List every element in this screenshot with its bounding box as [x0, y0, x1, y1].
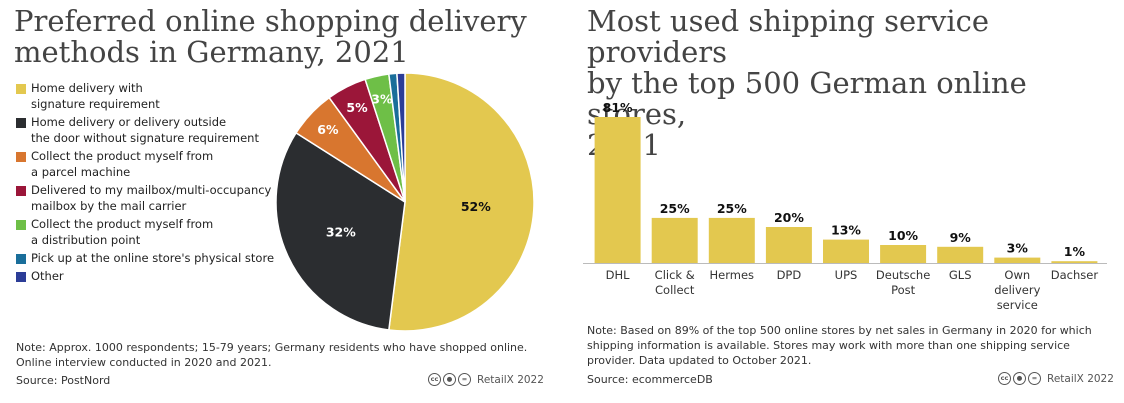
legend-label: the door without signature requirement: [31, 131, 259, 145]
legend-swatch: [16, 118, 26, 128]
right-credit-text: RetailX 2022: [1047, 372, 1114, 385]
bar: [1051, 261, 1098, 263]
bar-category-label: delivery: [994, 283, 1040, 297]
bar: [708, 217, 755, 263]
legend-item: Collect the product myself from a parcel …: [16, 148, 276, 180]
bar-category-label: UPS: [835, 268, 858, 282]
bar-category-label: Hermes: [710, 268, 755, 282]
bar-category-label: GLS: [949, 268, 972, 282]
legend-label: Delivered to my mailbox/multi-occupancy: [31, 183, 272, 197]
bar: [937, 246, 984, 263]
pie-legend: Home delivery with signature requirement H…: [16, 80, 276, 286]
bar: [823, 239, 869, 263]
bar: [994, 257, 1041, 263]
bar-value-label: 1%: [1064, 244, 1086, 259]
bar-value-label: 81%: [603, 100, 633, 115]
pie-slice-label: 3%: [371, 91, 393, 106]
legend-item: Home delivery with signature requirement: [16, 80, 276, 112]
legend-swatch: [16, 152, 26, 162]
bar-category-label: service: [997, 298, 1038, 312]
left-title-line-2: methods in Germany, 2021: [14, 35, 409, 69]
bar: [880, 245, 927, 263]
pie-slice-label: 5%: [346, 100, 368, 115]
legend-item: Delivered to my mailbox/multi-occupancy m…: [16, 182, 276, 214]
bar-category-label: DPD: [777, 268, 802, 282]
left-license-credit: cc ● = RetailX 2022: [428, 373, 544, 386]
legend-swatch: [16, 84, 26, 94]
bar: [594, 117, 641, 263]
legend-label: a distribution point: [31, 233, 141, 247]
bar-category-label: Deutsche: [876, 268, 930, 282]
legend-label: Collect the product myself from: [31, 149, 214, 163]
right-source: Source: ecommerceDB: [587, 373, 713, 386]
legend-label: Home delivery with: [31, 81, 143, 95]
legend-label: Home delivery or delivery outside: [31, 115, 227, 129]
bar-value-label: 10%: [888, 228, 918, 243]
attribution-icon: ●: [443, 373, 456, 386]
legend-label: Pick up at the online store's physical s…: [31, 251, 275, 265]
right-note-line-3: provider. Data updated to October 2021.: [587, 354, 812, 367]
bar-value-label: 9%: [950, 230, 972, 245]
right-note-line-2: shipping information is available. Store…: [587, 339, 1070, 352]
right-title-line-1: Most used shipping service providers: [587, 4, 990, 69]
right-note: Note: Based on 89% of the top 500 online…: [587, 323, 1097, 368]
pie-chart: 52% 32% 6% 5%3%: [275, 72, 535, 332]
right-license-credit: cc ● = RetailX 2022: [998, 372, 1114, 385]
bar-value-label: 3%: [1007, 241, 1029, 256]
legend-label: Collect the product myself from: [31, 217, 214, 231]
legend-item: Other: [16, 268, 276, 284]
legend-item: Collect the product myself from a distrib…: [16, 216, 276, 248]
pie-slice-label: 52%: [461, 199, 491, 214]
left-note-line-1: Note: Approx. 1000 respondents; 15-79 ye…: [16, 341, 528, 354]
pie-slice-label: 32%: [326, 225, 356, 240]
left-chart-title: Preferred online shopping delivery metho…: [14, 6, 534, 68]
legend-label: a parcel machine: [31, 165, 131, 179]
left-note: Note: Approx. 1000 respondents; 15-79 ye…: [16, 340, 536, 370]
pie-slice: [387, 72, 535, 332]
legend-swatch: [16, 254, 26, 264]
legend-swatch: [16, 220, 26, 230]
legend-swatch: [16, 186, 26, 196]
pie-slice: [396, 72, 406, 203]
left-credit-text: RetailX 2022: [477, 373, 544, 386]
legend-item: Pick up at the online store's physical s…: [16, 250, 276, 266]
bar-category-label: Own: [1004, 268, 1030, 282]
bar-category-label: Click &: [655, 268, 695, 282]
legend-item: Home delivery or delivery outside the doo…: [16, 114, 276, 146]
equals-icon: =: [458, 373, 471, 386]
bar-value-label: 25%: [660, 201, 690, 216]
attribution-icon: ●: [1013, 372, 1026, 385]
bar-category-label: Collect: [655, 283, 695, 297]
left-note-line-2: Online interview conducted in 2020 and 2…: [16, 356, 272, 369]
bar: [651, 217, 698, 263]
legend-swatch: [16, 272, 26, 282]
creative-commons-icon: cc: [428, 373, 441, 386]
bar-value-label: 20%: [774, 210, 804, 225]
bar-value-label: 25%: [717, 201, 747, 216]
legend-label: Other: [31, 269, 64, 283]
pie-slice-label: 6%: [317, 122, 339, 137]
bar-category-label: Post: [891, 283, 916, 297]
left-source: Source: PostNord: [16, 374, 111, 387]
right-note-line-1: Note: Based on 89% of the top 500 online…: [587, 324, 1092, 337]
bar-chart: 81% DHL 25% Click &Collect 25% Hermes 20% DPD 13…: [583, 100, 1107, 312]
equals-icon: =: [1028, 372, 1041, 385]
left-title-line-1: Preferred online shopping delivery: [14, 4, 527, 38]
bar: [765, 227, 812, 263]
bar-category-label: Dachser: [1051, 268, 1099, 282]
legend-label: signature requirement: [31, 97, 160, 111]
legend-label: mailbox by the mail carrier: [31, 199, 187, 213]
bar-value-label: 13%: [831, 223, 861, 238]
creative-commons-icon: cc: [998, 372, 1011, 385]
bar-category-label: DHL: [606, 268, 631, 282]
